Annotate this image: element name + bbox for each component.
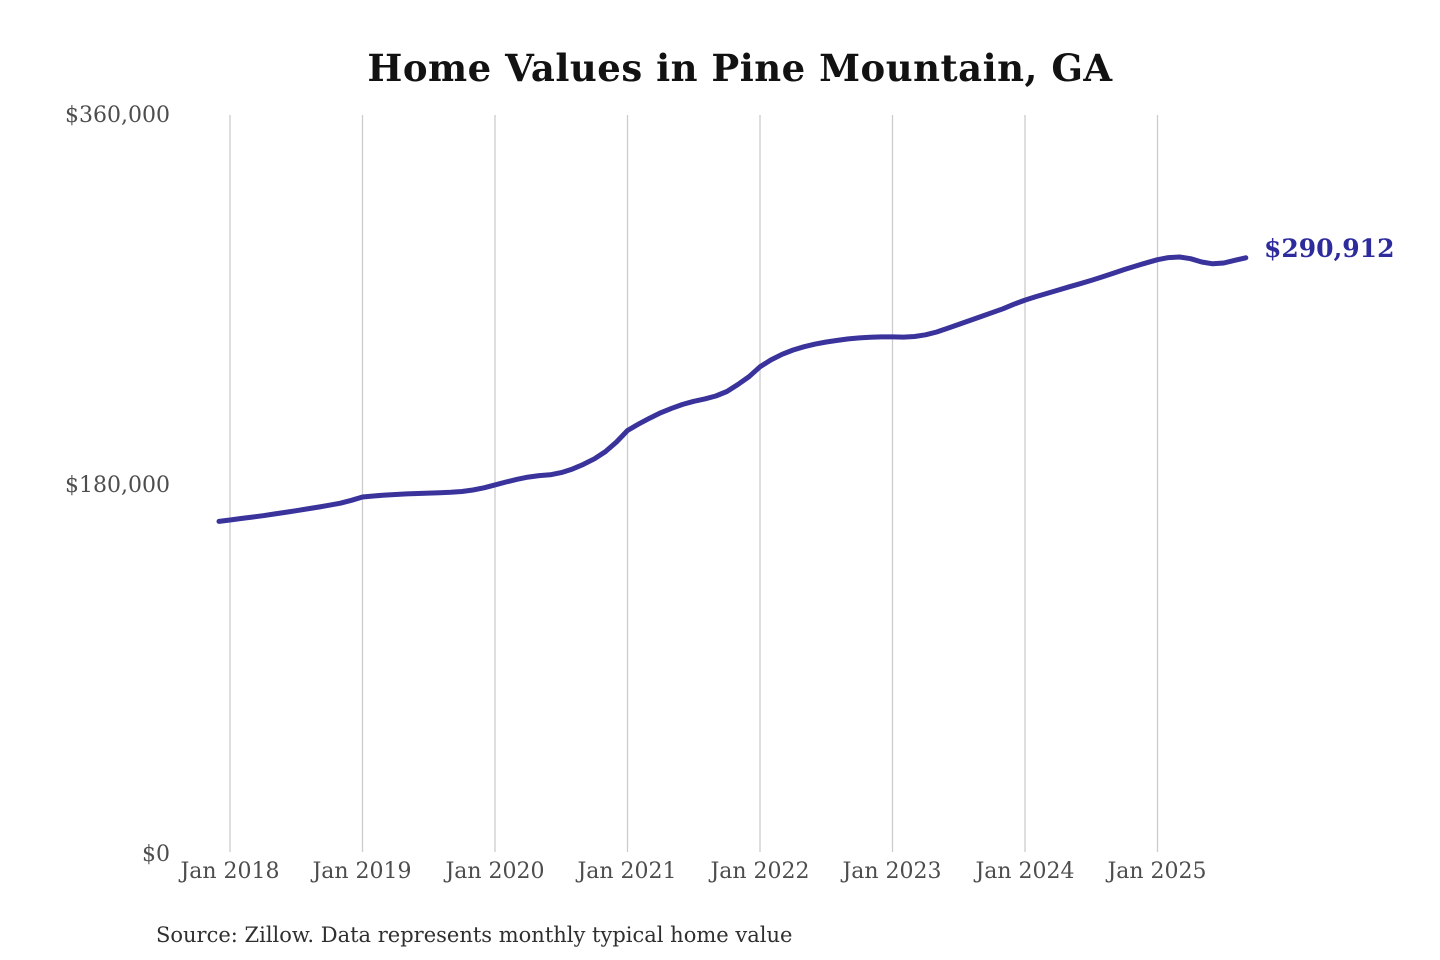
source-note: Source: Zillow. Data represents monthly …	[156, 923, 793, 947]
x-axis-tick-label: Jan 2018	[180, 859, 280, 884]
x-axis-tick-label: Jan 2023	[842, 859, 942, 884]
x-axis-tick-label: Jan 2025	[1107, 859, 1207, 884]
x-axis-tick-label: Jan 2019	[312, 859, 412, 884]
y-axis-tick-label: $180,000	[65, 473, 170, 498]
home-value-line	[216, 254, 1249, 524]
x-axis-tick-label: Jan 2022	[710, 859, 810, 884]
x-axis-tick-label: Jan 2024	[975, 859, 1075, 884]
y-axis-tick-label: $0	[142, 842, 170, 867]
x-axis-tick-label: Jan 2021	[577, 859, 677, 884]
latest-value-label: $290,912	[1264, 234, 1395, 263]
x-axis-tick-label: Jan 2020	[445, 859, 545, 884]
chart-title: Home Values in Pine Mountain, GA	[367, 46, 1113, 90]
y-axis-tick-label: $360,000	[65, 103, 170, 128]
